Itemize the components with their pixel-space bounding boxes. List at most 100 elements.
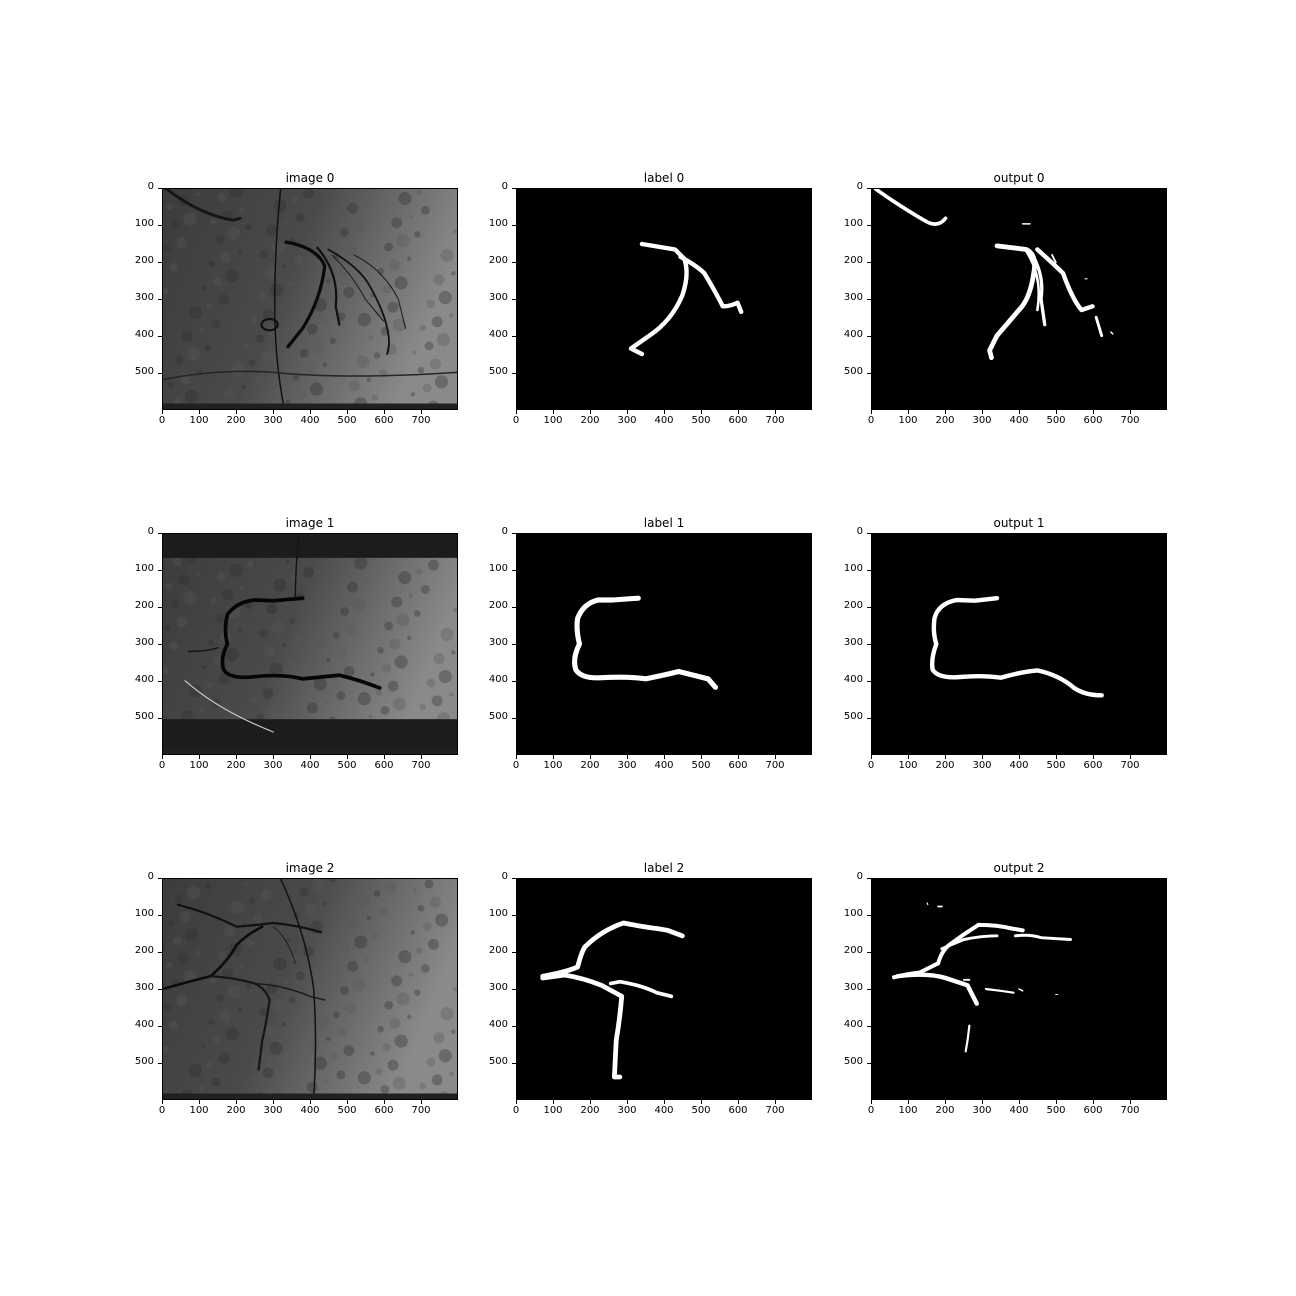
- y-tick-mark: [158, 570, 162, 571]
- x-tick-label: 500: [691, 760, 711, 771]
- x-tick-label: 700: [1120, 1105, 1140, 1116]
- x-tick-mark: [1019, 410, 1020, 414]
- x-tick-label: 0: [158, 760, 166, 771]
- vessel-3: [254, 982, 326, 1001]
- y-tick-label: 300: [134, 637, 154, 648]
- y-tick-label: 100: [134, 908, 154, 919]
- y-tick-label: 200: [843, 255, 863, 266]
- vessel-segment-2: [608, 979, 674, 999]
- x-tick-mark: [1019, 1100, 1020, 1104]
- y-tick-mark: [512, 570, 516, 571]
- vessel-segment-0: [873, 189, 948, 226]
- y-tick-mark: [158, 915, 162, 916]
- y-tick-mark: [867, 607, 871, 608]
- y-tick-mark: [158, 373, 162, 374]
- y-tick-label: 100: [134, 563, 154, 574]
- vessel-segment-5: [964, 1024, 971, 1053]
- x-tick-mark: [982, 1100, 983, 1104]
- x-tick-mark: [347, 410, 348, 414]
- catheter-loop: [260, 317, 279, 332]
- y-tick-mark: [158, 533, 162, 534]
- x-tick-label: 300: [263, 760, 283, 771]
- x-tick-mark: [775, 410, 776, 414]
- x-tick-mark: [908, 1100, 909, 1104]
- x-tick-label: 600: [728, 415, 748, 426]
- vessel-segment-2: [1028, 249, 1047, 327]
- x-tick-label: 200: [580, 1105, 600, 1116]
- x-tick-label: 700: [411, 415, 431, 426]
- vessel-6: [353, 254, 407, 329]
- y-tick-label: 300: [488, 292, 508, 303]
- y-tick-label: 200: [134, 945, 154, 956]
- y-tick-mark: [512, 1063, 516, 1064]
- x-tick-mark: [871, 410, 872, 414]
- x-tick-label: 0: [867, 760, 875, 771]
- y-tick-label: 300: [843, 292, 863, 303]
- x-tick-label: 200: [935, 1105, 955, 1116]
- x-tick-mark: [775, 1100, 776, 1104]
- x-tick-mark: [701, 1100, 702, 1104]
- panel-title: label 1: [643, 516, 685, 530]
- y-tick-mark: [512, 644, 516, 645]
- x-tick-mark: [1056, 1100, 1057, 1104]
- y-tick-mark: [158, 299, 162, 300]
- y-tick-label: 0: [856, 181, 863, 192]
- y-tick-mark: [512, 607, 516, 608]
- y-tick-mark: [867, 533, 871, 534]
- y-tick-label: 400: [488, 1019, 508, 1030]
- y-tick-mark: [867, 681, 871, 682]
- y-tick-label: 0: [501, 526, 508, 537]
- x-tick-label: 400: [300, 1105, 320, 1116]
- angiogram-image-1: [162, 533, 458, 755]
- y-tick-label: 500: [134, 1056, 154, 1067]
- y-tick-mark: [158, 1026, 162, 1027]
- y-tick-mark: [158, 262, 162, 263]
- x-tick-mark: [199, 755, 200, 759]
- y-tick-label: 400: [488, 329, 508, 340]
- x-tick-mark: [162, 755, 163, 759]
- vessel-3: [316, 246, 341, 326]
- x-tick-mark: [945, 755, 946, 759]
- x-tick-label: 600: [374, 415, 394, 426]
- x-tick-mark: [516, 755, 517, 759]
- x-tick-mark: [1093, 755, 1094, 759]
- y-tick-label: 300: [843, 637, 863, 648]
- y-tick-label: 500: [843, 1056, 863, 1067]
- x-tick-mark: [310, 1100, 311, 1104]
- x-tick-mark: [627, 1100, 628, 1104]
- x-tick-mark: [664, 755, 665, 759]
- x-tick-label: 400: [654, 760, 674, 771]
- y-tick-mark: [867, 336, 871, 337]
- x-tick-mark: [775, 755, 776, 759]
- x-tick-mark: [701, 755, 702, 759]
- y-tick-label: 0: [147, 871, 154, 882]
- x-tick-mark: [162, 410, 163, 414]
- x-tick-label: 500: [337, 1105, 357, 1116]
- x-tick-label: 200: [935, 415, 955, 426]
- vessel-segment-0: [929, 595, 1104, 698]
- x-tick-mark: [590, 755, 591, 759]
- vessel-segment-4: [984, 987, 1015, 994]
- vessel-0: [176, 903, 323, 934]
- y-tick-mark: [512, 533, 516, 534]
- x-tick-label: 200: [226, 415, 246, 426]
- x-tick-mark: [236, 1100, 237, 1104]
- x-tick-label: 200: [935, 760, 955, 771]
- y-tick-label: 300: [134, 292, 154, 303]
- x-tick-label: 400: [654, 1105, 674, 1116]
- panel-title: image 2: [285, 861, 335, 875]
- x-tick-label: 500: [1046, 1105, 1066, 1116]
- x-tick-mark: [945, 1100, 946, 1104]
- y-tick-label: 500: [843, 366, 863, 377]
- x-tick-label: 0: [512, 760, 520, 771]
- y-tick-label: 500: [843, 711, 863, 722]
- y-tick-mark: [867, 225, 871, 226]
- x-tick-label: 0: [512, 1105, 520, 1116]
- x-tick-mark: [590, 1100, 591, 1104]
- vessel-segment-5: [1094, 315, 1104, 338]
- y-tick-label: 500: [134, 366, 154, 377]
- y-tick-mark: [512, 915, 516, 916]
- y-tick-label: 100: [843, 563, 863, 574]
- x-tick-mark: [664, 1100, 665, 1104]
- y-tick-mark: [512, 681, 516, 682]
